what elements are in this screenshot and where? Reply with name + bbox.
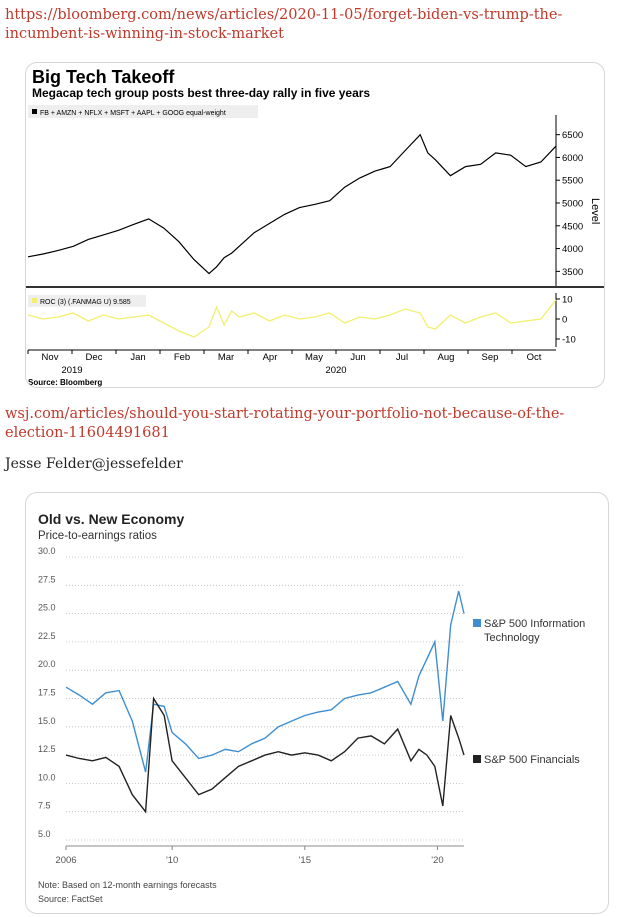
chart2-y-tick-label: 22.5 bbox=[38, 631, 56, 641]
bloomberg-chart-card: Big Tech Takeoff Megacap tech group post… bbox=[25, 62, 605, 388]
chart2-x-tick-label: '15 bbox=[299, 855, 311, 866]
chart1-ylabel: Level bbox=[589, 198, 601, 224]
chart1-y-tick-label: 4000 bbox=[562, 244, 583, 255]
chart2-y-tick-label: 7.5 bbox=[38, 801, 51, 811]
chart1-x-tick-label: May bbox=[305, 352, 323, 363]
bloomberg-article-link[interactable]: https://bloomberg.com/news/articles/2020… bbox=[5, 7, 563, 42]
chart1-y-tick-label: 6500 bbox=[562, 130, 583, 141]
chart2-y-tick-label: 5.0 bbox=[38, 829, 51, 839]
chart1-roc-line bbox=[27, 299, 557, 338]
chart1-x-tick-label: Jul bbox=[396, 352, 408, 363]
chart2-legend-label-tech: S&P 500 Information bbox=[484, 618, 585, 630]
chart1-roc-tick-label: 10 bbox=[562, 295, 573, 306]
chart1-y-tick-label: 4500 bbox=[562, 221, 583, 232]
chart1-y-tick-label: 6000 bbox=[562, 153, 583, 164]
chart1-source: Source: Bloomberg bbox=[28, 378, 102, 387]
chart1-year-label: 2019 bbox=[61, 365, 82, 376]
chart1-y-tick-label: 5500 bbox=[562, 176, 583, 187]
wsj-chart-card: Old vs. New Economy Price-to-earnings ra… bbox=[25, 492, 609, 914]
old-vs-new-economy-chart: Old vs. New Economy Price-to-earnings ra… bbox=[38, 511, 585, 904]
chart1-roc-tick-label: 0 bbox=[562, 315, 567, 326]
chart2-legend-label-tech-2: Technology bbox=[484, 632, 540, 644]
chart1-x-tick-label: Jan bbox=[130, 352, 145, 363]
chart1-roc-tick-label: -10 bbox=[562, 335, 576, 346]
big-tech-chart: Big Tech Takeoff Megacap tech group post… bbox=[26, 67, 604, 387]
chart2-y-tick-label: 25.0 bbox=[38, 603, 56, 613]
chart1-subtitle: Megacap tech group posts best three-day … bbox=[32, 86, 370, 100]
chart1-x-tick-label: Mar bbox=[218, 352, 234, 363]
chart1-x-tick-label: Jun bbox=[350, 352, 365, 363]
chart1-legend-box bbox=[28, 105, 258, 118]
chart2-x-tick-label: '10 bbox=[166, 855, 178, 866]
chart2-y-tick-label: 10.0 bbox=[38, 772, 56, 782]
chart1-roc-label: ROC (3) (.FANMAG U) 9.585 bbox=[40, 299, 131, 306]
chart2-subtitle: Price-to-earnings ratios bbox=[38, 530, 157, 542]
chart2-note: Note: Based on 12-month earnings forecas… bbox=[38, 880, 217, 890]
chart1-legend-text: FB + AMZN + NFLX + MSFT + AAPL + GOOG eq… bbox=[40, 110, 226, 117]
chart2-y-tick-label: 12.5 bbox=[38, 744, 56, 754]
chart2-source: Source: FactSet bbox=[38, 894, 103, 904]
chart1-x-tick-label: Oct bbox=[527, 352, 542, 363]
chart1-x-tick-label: Sep bbox=[482, 352, 499, 363]
chart1-year-label: 2020 bbox=[325, 365, 346, 376]
chart2-tech-line bbox=[65, 590, 465, 773]
chart2-x-tick-label: '20 bbox=[431, 855, 443, 866]
chart1-title: Big Tech Takeoff bbox=[32, 67, 175, 87]
chart1-x-tick-label: Dec bbox=[86, 352, 103, 363]
chart2-title: Old vs. New Economy bbox=[38, 511, 184, 527]
chart2-legend-swatch-tech bbox=[473, 619, 481, 627]
chart2-y-tick-label: 30.0 bbox=[38, 546, 56, 556]
chart1-x-tick-label: Nov bbox=[42, 352, 59, 363]
chart2-legend-swatch-financials bbox=[473, 755, 481, 763]
chart1-legend-swatch bbox=[32, 109, 37, 114]
chart2-x-tick-label: 2006 bbox=[55, 855, 76, 866]
chart2-y-tick-label: 20.0 bbox=[38, 659, 56, 669]
chart1-roc-legend-box bbox=[28, 295, 146, 307]
chart2-y-tick-label: 27.5 bbox=[38, 574, 56, 584]
chart1-x-tick-label: Feb bbox=[174, 352, 190, 363]
byline: Jesse Felder@jessefelder bbox=[5, 456, 183, 472]
chart1-y-tick-label: 5000 bbox=[562, 199, 583, 210]
chart2-y-tick-label: 17.5 bbox=[38, 688, 56, 698]
chart1-roc-swatch bbox=[32, 298, 37, 303]
chart2-legend-label-financials: S&P 500 Financials bbox=[484, 754, 580, 766]
wsj-article-link[interactable]: wsj.com/articles/should-you-start-rotati… bbox=[5, 406, 565, 441]
chart1-series-line bbox=[27, 133, 557, 275]
chart1-y-tick-label: 3500 bbox=[562, 267, 583, 278]
chart2-y-tick-label: 15.0 bbox=[38, 716, 56, 726]
chart2-financials-line bbox=[65, 696, 465, 814]
chart1-x-tick-label: Apr bbox=[263, 352, 278, 363]
chart1-x-tick-label: Aug bbox=[438, 352, 455, 363]
